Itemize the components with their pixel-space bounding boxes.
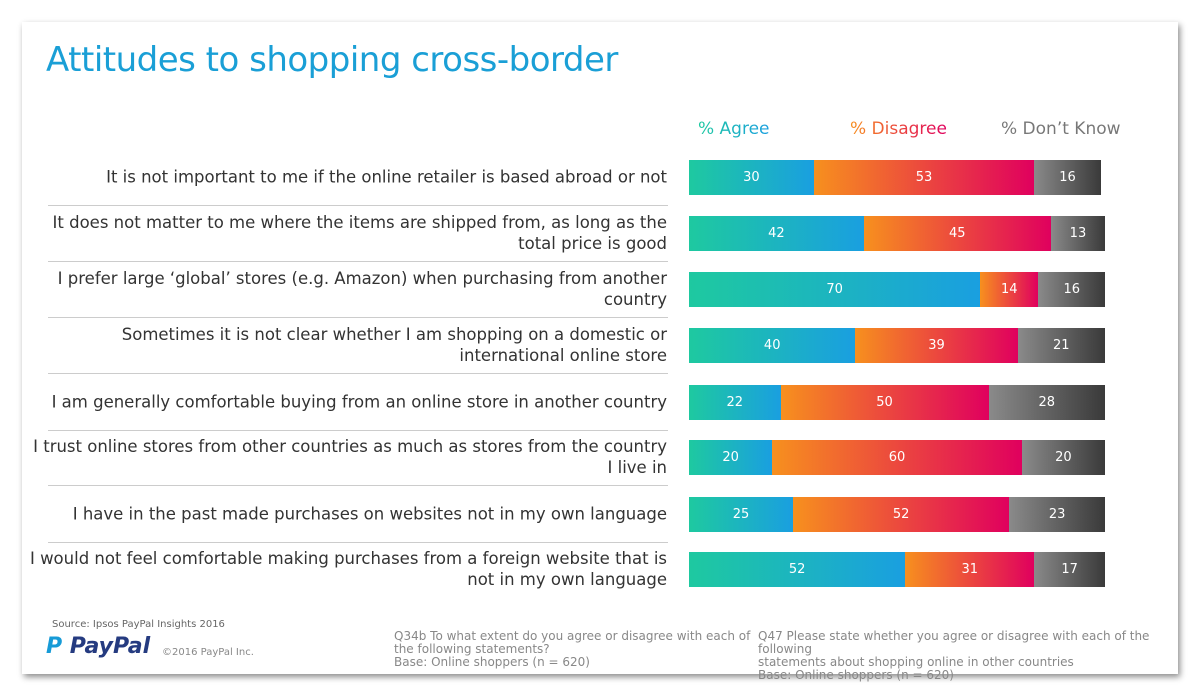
logo-text: PayPal (69, 634, 151, 659)
legend-item: % Disagree (850, 119, 947, 139)
category-label: It is not important to me if the online … (106, 167, 667, 187)
note-line: the following statements? (394, 642, 550, 656)
bar-segment: 14 (980, 272, 1039, 307)
bar-segment: 39 (855, 328, 1018, 363)
divider (48, 317, 668, 318)
paypal-logo: P PayPal (46, 634, 151, 659)
bar-segment: 16 (1038, 272, 1105, 307)
bar-segment: 21 (1017, 328, 1105, 363)
divider (48, 261, 668, 262)
legend-item: % Agree (698, 119, 770, 139)
question-note-1: Q34b To what extent do you agree or disa… (394, 630, 750, 669)
bar-segment: 60 (772, 440, 1022, 475)
bar-segment: 25 (689, 497, 793, 532)
bar-segment: 17 (1034, 552, 1105, 587)
page-title: Attitudes to shopping cross-border (46, 40, 618, 80)
note-line: statements about shopping online in othe… (758, 655, 1074, 669)
note-line: Q34b To what extent do you agree or disa… (394, 629, 751, 643)
divider (48, 485, 668, 486)
bar-segment: 45 (863, 216, 1051, 251)
note-line: Base: Online shoppers (n = 620) (758, 668, 954, 682)
bar-segment: 52 (793, 497, 1010, 532)
bar-segment: 20 (689, 440, 773, 475)
bar-segment: 20 (1021, 440, 1105, 475)
category-label: Sometimes it is not clear whether I am s… (121, 325, 667, 365)
category-label: I trust online stores from other countri… (33, 437, 667, 477)
bar-segment: 52 (689, 552, 906, 587)
bar-segment: 28 (988, 385, 1105, 420)
bar-segment: 50 (780, 385, 989, 420)
category-label: It does not matter to me where the items… (52, 213, 667, 253)
note-line: Q47 Please state whether you agree or di… (758, 629, 1150, 656)
copyright: ©2016 PayPal Inc. (162, 647, 254, 658)
divider (48, 205, 668, 206)
bar-segment: 23 (1009, 497, 1105, 532)
question-note-2: Q47 Please state whether you agree or di… (758, 630, 1200, 682)
bar-segment: 16 (1034, 160, 1101, 195)
category-label: I have in the past made purchases on web… (72, 504, 667, 524)
bar-segment: 13 (1050, 216, 1105, 251)
divider (48, 430, 668, 431)
legend-item: % Don’t Know (1001, 119, 1121, 139)
note-line: Base: Online shoppers (n = 620) (394, 655, 590, 669)
bar-segment: 70 (689, 272, 981, 307)
divider (48, 542, 668, 543)
bar-segment: 53 (813, 160, 1035, 195)
divider (48, 373, 668, 374)
bar-segment: 22 (689, 385, 781, 420)
category-label: I would not feel comfortable making purc… (29, 549, 667, 589)
bar-segment: 31 (905, 552, 1035, 587)
bar-segment: 42 (689, 216, 864, 251)
bar-segment: 30 (689, 160, 814, 195)
source: Source: Ipsos PayPal Insights 2016 (52, 619, 225, 630)
bar-segment: 40 (689, 328, 856, 363)
category-label: I am generally comfortable buying from a… (51, 392, 667, 412)
category-label: I prefer large ‘global’ stores (e.g. Ama… (57, 269, 667, 309)
